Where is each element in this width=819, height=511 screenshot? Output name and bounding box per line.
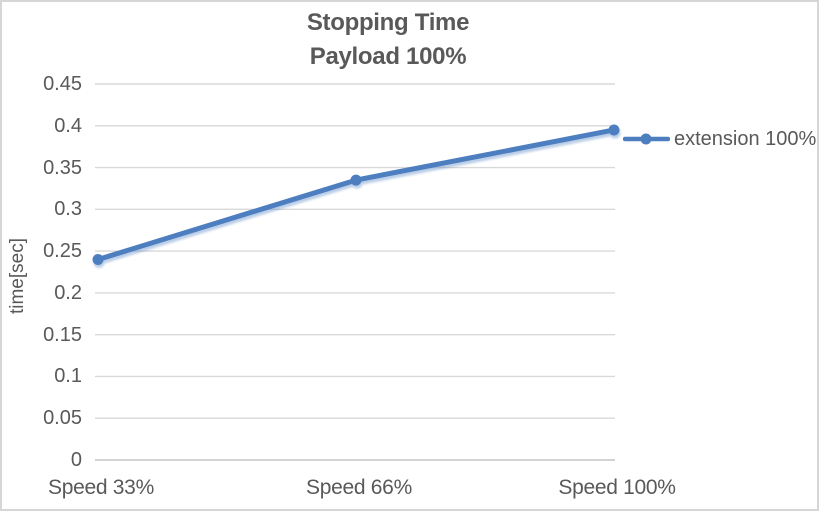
series-line xyxy=(95,127,617,262)
y-tick-label: 0.1 xyxy=(54,365,82,388)
chart-title-line2: Payload 100% xyxy=(309,43,467,70)
chart-title-line1: Stopping Time xyxy=(306,9,470,36)
x-axis-label: Speed 100% xyxy=(558,476,676,499)
data-point-marker xyxy=(92,253,104,265)
y-tick-label: 0.2 xyxy=(54,281,82,304)
y-tick-label: 0.35 xyxy=(43,156,82,179)
y-tick-label: 0.15 xyxy=(43,323,82,346)
y-tick-label: 0.45 xyxy=(43,73,82,95)
y-tick-label: 0.4 xyxy=(54,114,82,137)
y-tick-label: 0.3 xyxy=(54,198,82,221)
chart-title: Stopping Time Payload 100% xyxy=(2,6,774,74)
series-extension-100 xyxy=(92,124,620,265)
x-axis-label: Speed 33% xyxy=(48,476,154,499)
y-tick-label: 0.05 xyxy=(43,407,82,430)
legend-marker-icon xyxy=(623,133,670,145)
y-tick-label: 0 xyxy=(70,449,82,471)
data-point-marker xyxy=(350,174,362,186)
legend: extension 100% xyxy=(623,127,817,150)
y-tick-label: 0.25 xyxy=(43,240,82,263)
x-axis-label: Speed 66% xyxy=(306,476,412,499)
data-point-marker xyxy=(608,124,620,136)
legend-label: extension 100% xyxy=(674,127,817,150)
